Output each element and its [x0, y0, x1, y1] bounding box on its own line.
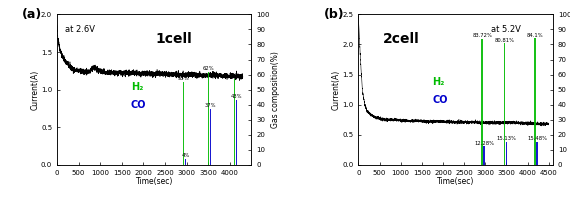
Y-axis label: Gas composition(%): Gas composition(%) [271, 51, 280, 128]
Text: at 5.2V: at 5.2V [491, 25, 520, 34]
Bar [534, 38, 536, 165]
Text: 15.48%: 15.48% [527, 136, 547, 141]
X-axis label: Time(sec): Time(sec) [136, 177, 173, 186]
Text: (b): (b) [323, 8, 344, 21]
Bar [504, 43, 506, 165]
Text: H₂: H₂ [131, 82, 143, 92]
Bar [207, 71, 209, 165]
Text: 43%: 43% [231, 94, 242, 99]
Bar [235, 100, 237, 165]
Text: 55%: 55% [178, 76, 189, 81]
Bar [234, 79, 235, 165]
X-axis label: Time(sec): Time(sec) [437, 177, 474, 186]
Text: 15.13%: 15.13% [496, 136, 516, 141]
Bar [506, 142, 507, 165]
Text: 57%: 57% [229, 73, 241, 78]
Text: CO: CO [432, 95, 448, 105]
Text: 84.1%: 84.1% [527, 33, 543, 37]
Text: 83.72%: 83.72% [473, 33, 492, 38]
Bar [536, 142, 538, 165]
Text: 37%: 37% [205, 103, 216, 108]
Y-axis label: Current(A): Current(A) [31, 69, 39, 110]
Y-axis label: Current(A): Current(A) [332, 69, 341, 110]
Text: at 2.6V: at 2.6V [65, 25, 95, 34]
Bar [483, 146, 485, 165]
Text: CO: CO [131, 100, 146, 110]
Text: 80.81%: 80.81% [495, 37, 515, 42]
Bar [210, 109, 211, 165]
Bar [481, 39, 483, 165]
Text: 12.28%: 12.28% [474, 140, 494, 146]
Bar [185, 159, 186, 165]
Text: 2cell: 2cell [383, 33, 420, 47]
Text: (a): (a) [22, 8, 42, 21]
Text: 62%: 62% [203, 66, 214, 71]
Text: H₂: H₂ [432, 77, 445, 87]
Bar [182, 82, 184, 165]
Text: 1cell: 1cell [155, 33, 192, 47]
Text: 4%: 4% [181, 153, 190, 158]
